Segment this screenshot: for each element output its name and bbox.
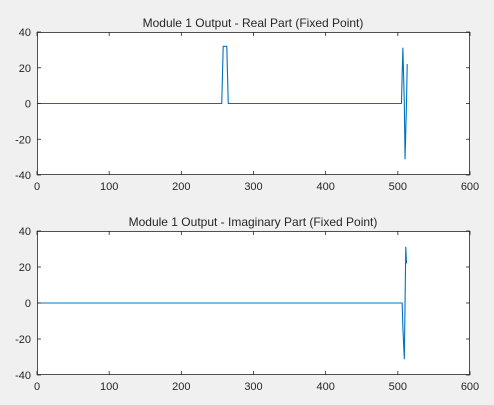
real-part-y-tick-label-20: 20 (19, 63, 31, 75)
real-part-y-tick-label-0: 0 (25, 99, 31, 111)
real-part-x-tick-label-300: 300 (244, 181, 262, 193)
real-part-y-tick-label--40: -40 (15, 170, 31, 182)
imaginary-part-title: Module 1 Output - Imaginary Part (Fixed … (129, 215, 378, 229)
real-part-axes: Module 1 Output - Real Part (Fixed Point… (15, 16, 479, 193)
imaginary-part-y-tick-label--40: -40 (15, 370, 31, 382)
real-part-x-tick-label-0: 0 (34, 181, 40, 193)
imaginary-part-x-tick-label-0: 0 (34, 381, 40, 393)
imaginary-part-x-tick-label-600: 600 (461, 381, 479, 393)
imaginary-part-y-tick-label-40: 40 (19, 226, 31, 238)
imaginary-part-y-tick-label-20: 20 (19, 262, 31, 274)
real-part-y-tick-label-40: 40 (19, 27, 31, 39)
real-part-x-tick-label-600: 600 (461, 181, 479, 193)
real-part-series-line (37, 45, 408, 160)
imaginary-part-y-tick-label-0: 0 (25, 298, 31, 310)
imaginary-part-x-tick-label-500: 500 (389, 381, 407, 393)
real-part-x-tick-label-400: 400 (316, 181, 334, 193)
imaginary-part-axes: Module 1 Output - Imaginary Part (Fixed … (15, 215, 479, 393)
imaginary-part-x-tick-label-100: 100 (100, 381, 118, 393)
imaginary-part-y-tick-label--20: -20 (15, 334, 31, 346)
real-part-y-tick-label--20: -20 (15, 134, 31, 146)
imaginary-part-x-tick-label-200: 200 (172, 381, 190, 393)
real-part-title: Module 1 Output - Real Part (Fixed Point… (143, 16, 364, 30)
real-part-x-tick-label-500: 500 (389, 181, 407, 193)
imaginary-part-x-tick-label-400: 400 (316, 381, 334, 393)
imaginary-part-x-tick-label-300: 300 (244, 381, 262, 393)
imaginary-part-series-line (37, 246, 408, 360)
real-part-x-tick-label-200: 200 (172, 181, 190, 193)
real-part-x-tick-label-100: 100 (100, 181, 118, 193)
